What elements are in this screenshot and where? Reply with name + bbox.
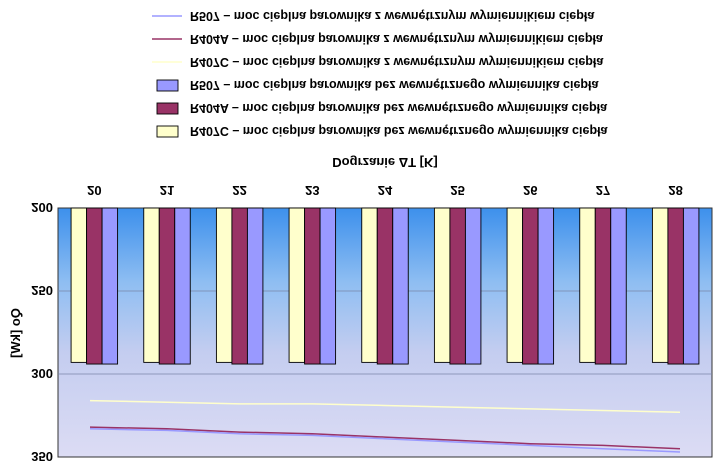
legend-swatch-2 <box>156 79 179 92</box>
bar-2-27 <box>610 207 627 365</box>
bar-1-28 <box>667 207 684 365</box>
y-tick-label: 350 <box>31 449 53 464</box>
bar-1-23 <box>304 207 321 365</box>
legend-label-0: R407C – moc cieplna parownika bez wewnęt… <box>190 124 609 138</box>
bar-2-22 <box>246 207 264 365</box>
chart-svg: 200 250 300 350 20 21 22 23 24 25 26 27 28 Dogrzani… <box>8 9 713 464</box>
bar-2-23 <box>319 207 337 365</box>
y-tick-labels: 200 250 300 350 <box>31 200 53 464</box>
bar-0-26 <box>506 207 524 363</box>
bar-1-20 <box>86 207 103 365</box>
legend-swatch-0 <box>156 125 179 138</box>
bar-1-21 <box>158 207 176 365</box>
legend-label-2: R507 – moc cieplna parownika bez wewnętr… <box>190 78 600 92</box>
legend-swatch-1 <box>156 102 179 115</box>
x-tick-label: 20 <box>87 183 101 198</box>
bar-2-26 <box>537 207 555 365</box>
legend-label-5: R507 – moc cieplna parownika z wewnętrzn… <box>190 9 595 23</box>
x-tick-label: 28 <box>668 183 682 198</box>
bar-2-21 <box>174 207 191 365</box>
line-series-0 <box>89 399 681 413</box>
y-axis-title: Qo [kW] <box>8 308 23 358</box>
bar-0-23 <box>288 207 306 363</box>
bar-1-25 <box>449 207 466 365</box>
bar-1-27 <box>594 207 612 365</box>
x-tick-label: 22 <box>232 183 246 198</box>
bars-group <box>70 207 700 365</box>
y-tick-label: 200 <box>31 200 53 215</box>
y-tick-label: 300 <box>31 366 53 381</box>
bar-0-20 <box>70 207 88 363</box>
bar-2-20 <box>101 207 119 365</box>
x-tick-label: 21 <box>160 183 174 198</box>
line-series-1 <box>89 426 681 450</box>
legend-label-3: R407C – moc cieplna parownika z wewnętrz… <box>190 55 604 69</box>
legend-label-1: R404A – moc cieplna parownika bez wewnęt… <box>190 101 608 115</box>
lines-group <box>89 399 681 453</box>
bar-2-24 <box>392 207 409 365</box>
bar-0-22 <box>215 207 233 363</box>
bar-1-26 <box>522 207 539 365</box>
bar-2-28 <box>682 207 700 365</box>
bar-2-25 <box>464 207 482 365</box>
x-tick-label: 23 <box>305 183 319 198</box>
legend-label-4: R404A – moc cieplna parownika z wewnętrz… <box>190 32 604 46</box>
x-axis-title: Dogrzanie ΔT [K] <box>332 155 437 170</box>
bar-0-25 <box>433 207 451 363</box>
bar-0-28 <box>651 207 669 363</box>
bar-1-22 <box>231 207 248 365</box>
x-tick-label: 24 <box>378 183 393 198</box>
x-tick-labels: 20 21 22 23 24 25 26 27 28 <box>87 183 683 198</box>
x-tick-label: 26 <box>523 183 537 198</box>
y-tick-label: 250 <box>31 283 53 298</box>
legend: R407C – moc cieplna parownika bez wewnęt… <box>152 9 609 138</box>
x-tick-label: 27 <box>596 183 610 198</box>
x-tick-label: 25 <box>450 183 464 198</box>
bar-0-27 <box>579 207 596 363</box>
bar-0-21 <box>143 207 160 363</box>
line-series-2 <box>89 428 681 453</box>
bar-1-24 <box>376 207 394 365</box>
bar-0-24 <box>361 207 378 363</box>
